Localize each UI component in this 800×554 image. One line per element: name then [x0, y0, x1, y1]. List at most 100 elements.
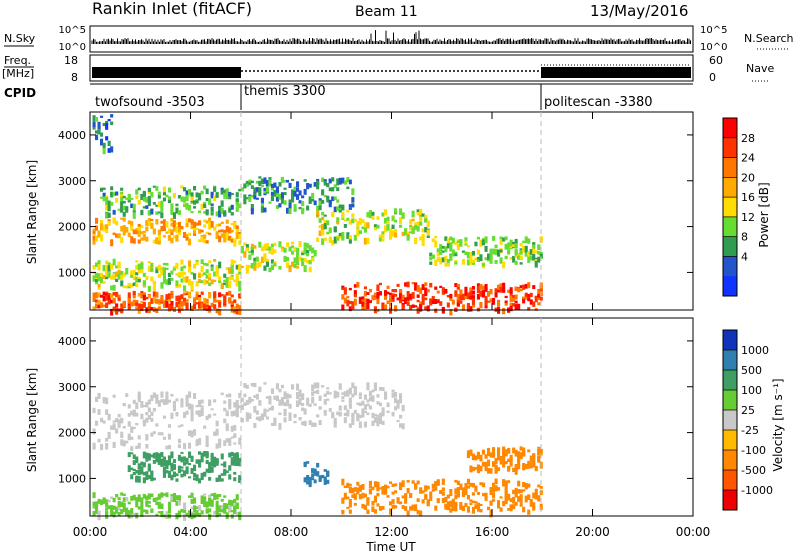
echo-cell-velocity-2	[170, 462, 174, 468]
echo-cell-power-5	[351, 203, 355, 208]
echo-cell-velocity-0	[107, 431, 111, 439]
echo-cell-velocity-0	[130, 426, 134, 433]
echo-cell-velocity-5	[356, 481, 360, 486]
echo-cell-velocity-1	[361, 408, 365, 412]
echo-cell-velocity-5	[431, 483, 435, 489]
echo-cell-velocity-1	[260, 415, 264, 419]
echo-cell-power-2	[120, 237, 124, 244]
echo-cell-power-3	[195, 261, 199, 265]
echo-cell-power-4	[132, 303, 136, 306]
echo-cell-velocity-5	[389, 481, 393, 484]
echo-cell-power-3	[112, 273, 116, 278]
echo-cell-power-9	[436, 252, 440, 257]
echo-cell-power-3	[170, 270, 174, 275]
echo-cell-power-9	[471, 251, 475, 256]
echo-cell-power-3	[112, 258, 116, 266]
echo-cell-power-2	[215, 231, 219, 235]
echo-cell-velocity-3	[193, 509, 197, 512]
echo-cell-power-8	[394, 289, 398, 293]
echo-cell-power-8	[469, 296, 473, 300]
echo-cell-velocity-2	[165, 463, 169, 470]
echo-cell-velocity-5	[391, 499, 395, 504]
echo-cell-velocity-1	[293, 413, 297, 418]
echo-cell-power-5	[258, 176, 262, 179]
echo-cell-velocity-3	[198, 505, 202, 511]
echo-cell-power-9	[461, 261, 465, 265]
echo-cell-power-9	[454, 261, 458, 265]
echo-cell-power-1	[165, 194, 169, 198]
echo-cell-power-6	[303, 242, 307, 248]
echo-cell-power-4	[120, 303, 124, 308]
echo-cell-velocity-5	[353, 493, 357, 500]
echo-cell-power-2	[162, 225, 166, 231]
echo-cell-power-8	[527, 307, 531, 311]
echo-cell-power-6	[296, 247, 300, 254]
echo-cell-velocity-5	[451, 501, 455, 508]
echo-cell-velocity-2	[235, 455, 239, 462]
echo-cell-power-2	[208, 217, 212, 222]
echo-cell-power-8	[484, 284, 488, 290]
echo-cell-power-2	[172, 235, 176, 239]
echo-cell-power-9	[522, 245, 526, 253]
echo-cell-power-7	[411, 218, 415, 222]
echo-cell-velocity-5	[539, 503, 543, 511]
echo-cell-power-4	[215, 308, 219, 314]
echo-cell-velocity-5	[476, 502, 480, 509]
echo-cell-power-9	[494, 260, 498, 263]
echo-cell-power-6	[291, 241, 295, 245]
echo-cell-power-5	[306, 183, 310, 190]
echo-cell-power-4	[230, 300, 234, 305]
echo-cell-power-8	[529, 299, 533, 305]
power-colorbar-swatch-3	[723, 177, 737, 198]
echo-cell-power-4	[150, 298, 154, 304]
echo-cell-power-4	[152, 296, 156, 303]
echo-cell-velocity-3	[213, 510, 217, 515]
echo-cell-power-3	[208, 272, 212, 278]
echo-cell-velocity-5	[371, 486, 375, 491]
power-y-tick-label-3: 4000	[58, 129, 86, 142]
echo-cell-power-5	[255, 187, 259, 192]
echo-cell-velocity-2	[160, 460, 164, 467]
echo-cell-power-4	[135, 300, 139, 307]
echo-cell-velocity-1	[351, 419, 355, 426]
echo-cell-power-9	[529, 251, 533, 255]
echo-cell-velocity-2	[132, 468, 136, 471]
echo-cell-power-8	[384, 294, 388, 300]
echo-cell-power-7	[321, 212, 325, 216]
cpid-label: CPID	[4, 86, 36, 100]
echo-cell-velocity-3	[193, 512, 197, 519]
echo-cell-velocity-2	[147, 474, 151, 480]
echo-cell-power-3	[235, 264, 239, 270]
echo-cell-velocity-2	[135, 456, 139, 461]
echo-cell-power-3	[135, 272, 139, 276]
echo-cell-velocity-6	[487, 459, 491, 467]
echo-cell-velocity-5	[441, 498, 445, 504]
echo-cell-velocity-0	[147, 409, 151, 413]
echo-cell-velocity-3	[223, 495, 227, 498]
echo-cell-velocity-0	[155, 394, 159, 401]
echo-cell-power-9	[494, 248, 498, 255]
echo-cell-velocity-5	[419, 487, 423, 494]
echo-cell-velocity-0	[150, 417, 154, 422]
echo-cell-velocity-2	[132, 460, 136, 465]
echo-cell-power-8	[361, 306, 365, 310]
echo-cell-power-1	[135, 195, 139, 199]
echo-cell-velocity-1	[306, 400, 310, 406]
echo-cell-power-8	[386, 291, 390, 295]
echo-cell-velocity-5	[514, 495, 518, 498]
echo-cell-velocity-1	[311, 422, 315, 427]
echo-cell-velocity-0	[225, 394, 229, 398]
echo-cell-power-1	[205, 188, 209, 195]
echo-cell-power-7	[391, 231, 395, 235]
echo-cell-velocity-4	[323, 476, 327, 482]
echo-cell-power-4	[177, 304, 181, 309]
echo-cell-power-7	[391, 216, 395, 221]
echo-cell-power-3	[230, 274, 234, 278]
echo-cell-power-9	[489, 254, 493, 258]
echo-cell-power-6	[283, 255, 287, 263]
echo-cell-power-3	[193, 263, 197, 269]
echo-cell-velocity-2	[180, 469, 184, 472]
echo-cell-velocity-1	[351, 385, 355, 389]
echo-cell-power-5	[270, 195, 274, 201]
echo-cell-power-8	[406, 296, 410, 301]
